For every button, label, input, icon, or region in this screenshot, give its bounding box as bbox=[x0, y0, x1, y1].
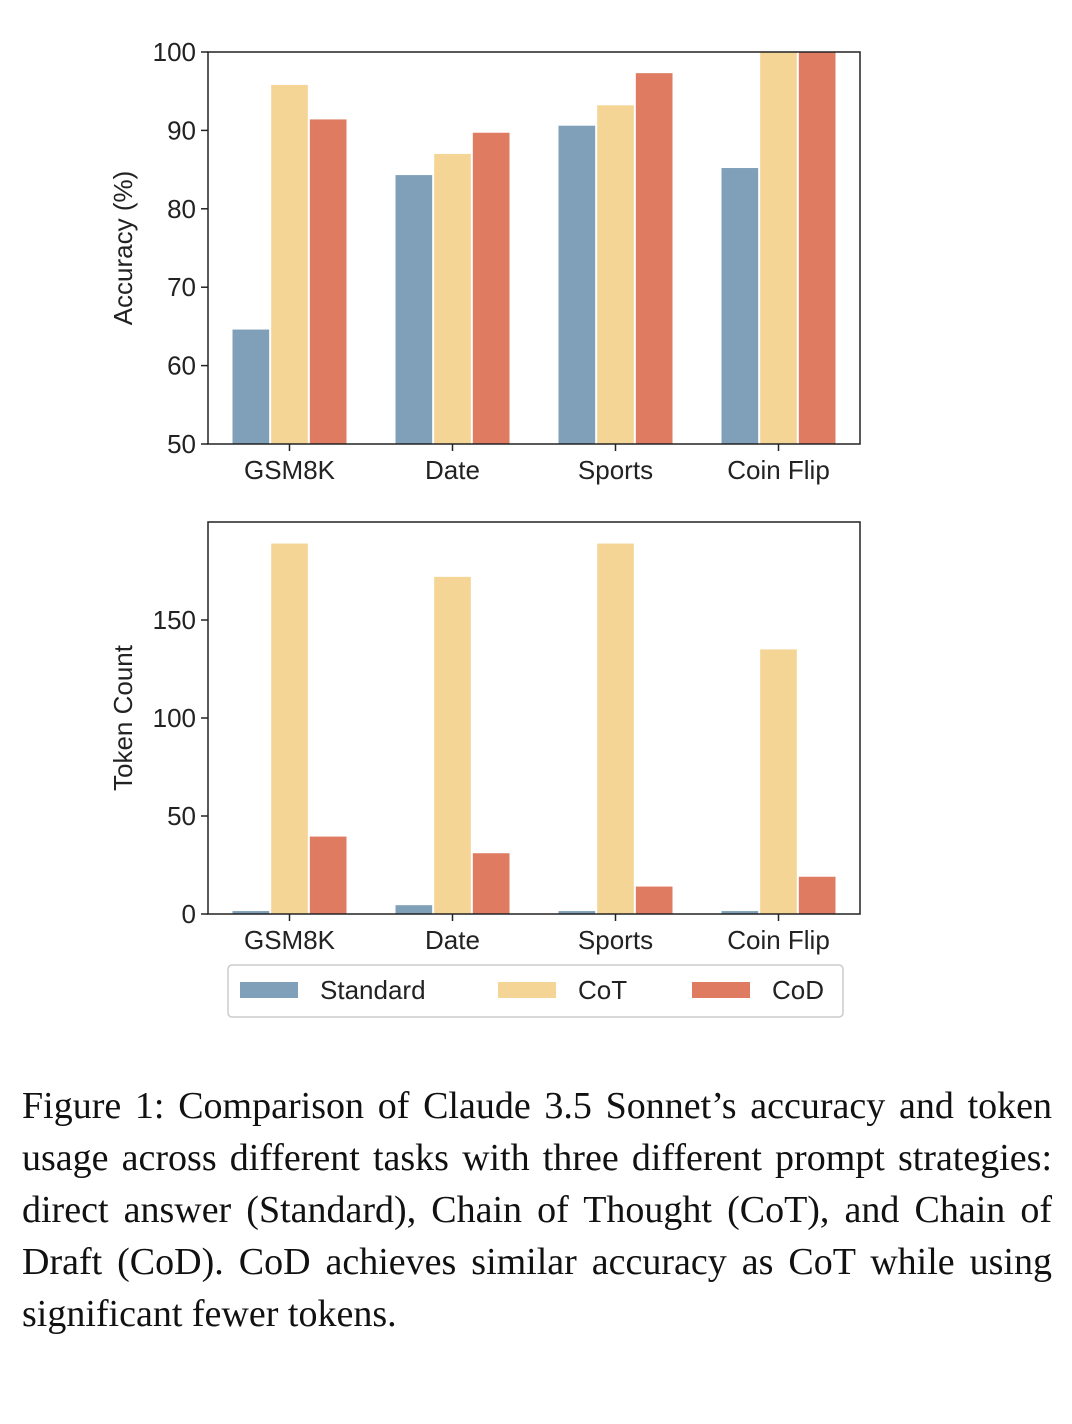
y-tick-label: 50 bbox=[167, 801, 196, 831]
x-tick-label: Date bbox=[425, 455, 480, 485]
y-tick-label: 70 bbox=[167, 272, 196, 302]
y-tick-label: 60 bbox=[167, 351, 196, 381]
bar-standard-date bbox=[395, 175, 433, 444]
bar-standard-gsm8k bbox=[232, 329, 270, 444]
bar-cot-sports bbox=[597, 543, 634, 914]
y-tick-label: 0 bbox=[182, 899, 196, 929]
plot-frame bbox=[207, 521, 861, 915]
bar-cod-sports bbox=[635, 73, 673, 445]
plot-frame bbox=[207, 51, 861, 445]
bar-cod-gsm8k bbox=[309, 119, 347, 445]
x-tick-label: Coin Flip bbox=[727, 925, 830, 955]
bar-cot-gsm8k bbox=[271, 543, 308, 914]
bar-cot-coin-flip bbox=[760, 52, 797, 444]
bar-cod-gsm8k bbox=[309, 836, 347, 914]
bar-cod-coin-flip bbox=[798, 52, 836, 444]
bar-cot-sports bbox=[597, 105, 634, 444]
legend-swatch-cot bbox=[498, 982, 556, 998]
x-tick-label: Sports bbox=[578, 455, 653, 485]
y-tick-label: 90 bbox=[167, 115, 196, 145]
legend-label-cot: CoT bbox=[578, 975, 627, 1005]
y-tick-label: 80 bbox=[167, 194, 196, 224]
accuracy-chart: GSM8K Date Sports Coin Flip 50 60 70 80 90 100 Acc… bbox=[108, 37, 861, 485]
y-axis-label: Accuracy (%) bbox=[108, 171, 138, 326]
bar-cot-coin-flip bbox=[760, 649, 797, 914]
bar-standard-sports bbox=[558, 125, 596, 444]
y-tick-label: 150 bbox=[153, 605, 196, 635]
legend-swatch-cod bbox=[692, 982, 750, 998]
bar-cod-date bbox=[472, 853, 510, 914]
legend: Standard CoT CoD bbox=[227, 964, 844, 1018]
bar-cod-sports bbox=[635, 886, 673, 914]
legend-swatch-standard bbox=[240, 982, 298, 998]
bar-standard-coin-flip bbox=[721, 168, 759, 444]
token-count-chart: GSM8K Date Sports Coin Flip 0 50 100 150 Token C… bbox=[108, 521, 861, 955]
y-tick-label: 100 bbox=[153, 703, 196, 733]
x-tick-label: GSM8K bbox=[244, 925, 336, 955]
bar-cod-coin-flip bbox=[798, 876, 836, 914]
bar-cot-gsm8k bbox=[271, 84, 308, 445]
legend-label-standard: Standard bbox=[320, 975, 426, 1005]
bar-standard-sports bbox=[558, 911, 596, 914]
bar-cot-date bbox=[434, 153, 471, 445]
figure-caption: Figure 1: Comparison of Claude 3.5 Sonne… bbox=[22, 1085, 1052, 1335]
bar-cod-date bbox=[472, 132, 510, 444]
y-tick-label: 100 bbox=[153, 37, 196, 67]
bar-standard-coin-flip bbox=[721, 911, 759, 914]
x-tick-label: Sports bbox=[578, 925, 653, 955]
legend-label-cod: CoD bbox=[772, 975, 824, 1005]
x-tick-label: GSM8K bbox=[244, 455, 336, 485]
y-tick-label: 50 bbox=[167, 429, 196, 459]
x-tick-label: Coin Flip bbox=[727, 455, 830, 485]
y-axis-label: Token Count bbox=[108, 644, 138, 791]
figure-canvas: GSM8K Date Sports Coin Flip 50 60 70 80 90 100 Acc… bbox=[108, 37, 861, 1018]
x-tick-label: Date bbox=[425, 925, 480, 955]
bar-standard-date bbox=[395, 905, 433, 914]
bar-cot-date bbox=[434, 576, 471, 914]
bar-standard-gsm8k bbox=[232, 911, 270, 914]
